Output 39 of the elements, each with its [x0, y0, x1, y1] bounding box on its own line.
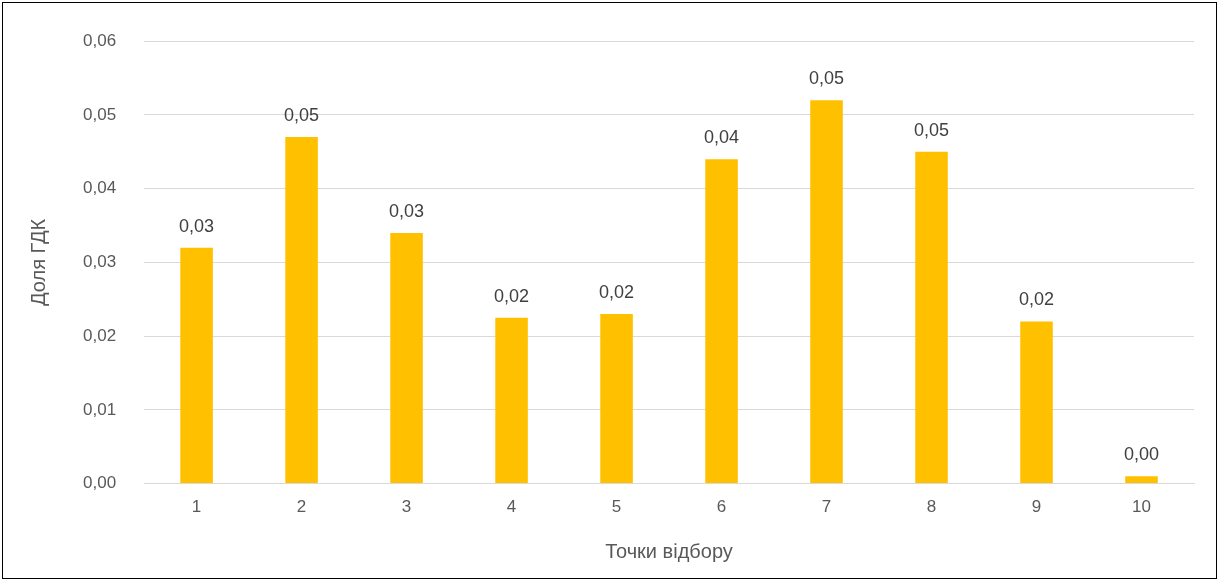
data-label: 0,05: [809, 68, 845, 89]
data-label: 0,02: [1018, 289, 1055, 310]
data-label: 0,02: [494, 285, 530, 306]
x-tick-label: 7: [821, 497, 832, 517]
x-tick-label: 5: [611, 497, 622, 517]
bar: [600, 314, 633, 484]
bar: [180, 247, 213, 484]
data-label: 0,02: [599, 281, 635, 302]
y-tick-label: 0,03: [82, 252, 117, 272]
y-tick-label: 0,02: [82, 325, 117, 345]
data-label: 0,03: [389, 200, 425, 221]
data-label: 0,05: [284, 105, 320, 126]
x-tick-label: 10: [1132, 497, 1151, 517]
y-tick-label: 0,05: [82, 104, 117, 124]
bar: [1020, 321, 1053, 484]
data-label: 0,05: [914, 119, 950, 140]
x-axis-title: Точки відбору: [605, 539, 733, 562]
bar: [915, 151, 948, 484]
y-axis-title: Доля ГДК: [26, 218, 49, 306]
data-label: 0,03: [179, 215, 215, 236]
x-tick-label: 1: [191, 497, 202, 517]
bar: [1125, 476, 1158, 484]
x-tick-label: 2: [296, 497, 307, 517]
y-tick-label: 0,04: [82, 178, 117, 198]
data-label: 0,04: [704, 127, 740, 148]
bar: [810, 100, 843, 484]
data-label: 0,00: [1123, 444, 1160, 465]
x-tick-label: 8: [926, 497, 937, 517]
bar: [285, 137, 318, 484]
x-tick-label: 6: [716, 497, 727, 517]
bar: [705, 159, 738, 484]
x-tick-label: 4: [506, 497, 517, 517]
bar: [390, 232, 423, 484]
y-tick-label: 0,00: [82, 473, 117, 493]
x-tick-label: 9: [1031, 497, 1042, 517]
bar: [495, 317, 528, 484]
y-tick-label: 0,01: [82, 399, 117, 419]
x-tick-label: 3: [401, 497, 412, 517]
y-tick-label: 0,06: [82, 30, 117, 50]
